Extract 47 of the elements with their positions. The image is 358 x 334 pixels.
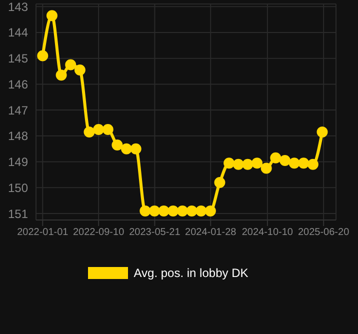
point	[279, 155, 290, 166]
x-tick-label: 2024-01-28	[185, 227, 237, 238]
point	[204, 205, 216, 216]
point	[214, 176, 226, 188]
point	[252, 158, 263, 169]
y-tick-label: 150	[8, 180, 28, 195]
point	[316, 126, 328, 138]
point	[37, 50, 48, 62]
x-tick-label: 2024-10-10	[242, 227, 294, 238]
point	[224, 158, 235, 169]
point	[130, 143, 142, 154]
y-tick-label: 144	[8, 26, 28, 40]
point	[102, 124, 114, 135]
x-tick-label: 2022-01-01	[17, 227, 69, 238]
point	[93, 124, 104, 135]
y-tick-label: 145	[8, 52, 28, 66]
y-tick-label: 151	[8, 206, 28, 221]
y-tick-label: 143	[8, 0, 28, 14]
point	[298, 158, 310, 169]
point	[56, 70, 67, 81]
legend-label: Avg. pos. in lobby DK	[134, 266, 248, 280]
point	[148, 205, 160, 216]
x-tick-label: 2025-06-20	[298, 227, 350, 238]
point	[186, 205, 198, 216]
point	[242, 158, 254, 170]
y-tick-label: 149	[8, 155, 28, 170]
x-tick-label: 2022-09-10	[72, 227, 125, 238]
point	[196, 205, 207, 216]
y-tick-label: 148	[8, 129, 28, 144]
point	[158, 205, 170, 216]
point	[176, 205, 188, 216]
point	[65, 59, 76, 70]
point	[121, 143, 132, 154]
point	[112, 139, 123, 150]
point	[84, 126, 95, 138]
y-tick-label: 147	[8, 103, 28, 118]
point	[260, 162, 272, 174]
point	[307, 158, 318, 170]
point	[46, 10, 58, 22]
x-tick-label: 2023-05-21	[129, 227, 181, 238]
point	[168, 205, 179, 216]
point	[270, 152, 282, 164]
point	[288, 158, 300, 169]
point	[232, 158, 244, 170]
point	[140, 205, 151, 216]
y-tick-label: 146	[8, 77, 28, 92]
point	[74, 64, 86, 76]
